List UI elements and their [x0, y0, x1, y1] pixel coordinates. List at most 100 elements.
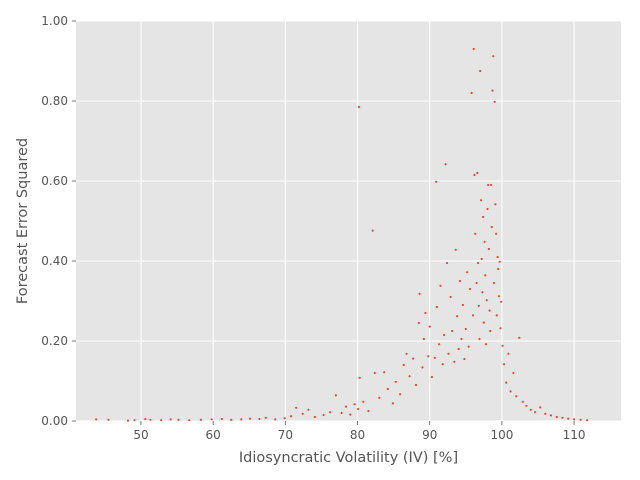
- data-point: [457, 347, 460, 351]
- data-point: [414, 383, 418, 387]
- data-point: [399, 393, 402, 396]
- x-tick-label: 70: [278, 428, 293, 442]
- data-point: [371, 229, 374, 232]
- x-axis-ticks: 50 60 70 80 90 100 110: [133, 421, 586, 442]
- data-point: [501, 344, 504, 347]
- data-point: [497, 295, 501, 298]
- data-point: [482, 215, 485, 219]
- data-point: [466, 271, 469, 274]
- data-point: [507, 352, 510, 355]
- data-point: [496, 255, 499, 259]
- data-point: [334, 394, 337, 397]
- data-point: [534, 411, 537, 414]
- data-point: [417, 321, 420, 325]
- data-point: [383, 371, 386, 374]
- y-tick-label: 0.00: [41, 414, 68, 428]
- data-point: [539, 406, 542, 409]
- data-point: [482, 321, 485, 324]
- x-tick-label: 50: [133, 428, 148, 442]
- data-point: [248, 417, 252, 420]
- data-point: [358, 376, 361, 379]
- data-point: [144, 417, 147, 421]
- data-point: [489, 329, 492, 333]
- data-point: [258, 417, 261, 421]
- data-point: [473, 173, 476, 177]
- data-point: [521, 400, 524, 403]
- data-points: [95, 47, 589, 422]
- data-point: [449, 295, 452, 299]
- y-axis-label: Forecast Error Squared: [15, 138, 31, 304]
- data-point: [283, 417, 286, 420]
- data-point: [495, 232, 498, 235]
- data-point: [515, 395, 518, 398]
- data-point: [301, 412, 304, 415]
- data-point: [586, 419, 589, 422]
- data-point: [492, 55, 495, 58]
- x-tick-label: 80: [350, 428, 365, 442]
- data-point: [472, 47, 475, 51]
- data-point: [435, 305, 438, 309]
- data-point: [428, 325, 431, 328]
- data-point: [394, 380, 397, 383]
- data-point: [95, 418, 98, 421]
- data-point: [230, 418, 233, 421]
- data-point: [274, 418, 277, 421]
- data-point: [444, 163, 447, 166]
- data-point: [421, 366, 424, 369]
- data-point: [484, 274, 487, 277]
- data-point: [561, 416, 564, 419]
- data-point: [322, 413, 325, 417]
- data-point: [499, 327, 502, 330]
- data-point: [199, 418, 202, 421]
- data-point: [467, 345, 470, 348]
- y-axis-ticks: 0.00 0.20 0.40 0.60 0.80 1.00: [41, 14, 76, 428]
- data-point: [353, 403, 356, 406]
- data-point: [169, 418, 172, 421]
- data-point: [488, 309, 491, 312]
- data-point: [295, 406, 298, 409]
- data-point: [525, 404, 528, 407]
- data-point: [471, 314, 475, 317]
- data-point: [357, 105, 361, 109]
- data-point: [478, 337, 481, 341]
- data-point: [470, 91, 473, 95]
- x-tick-label: 110: [563, 428, 586, 442]
- data-point: [386, 387, 389, 391]
- x-tick-label: 100: [490, 428, 513, 442]
- data-point: [313, 415, 316, 419]
- data-point: [490, 225, 493, 229]
- data-point: [220, 417, 223, 421]
- data-point: [210, 418, 213, 421]
- data-point: [492, 281, 496, 285]
- data-point: [498, 260, 501, 263]
- data-point: [495, 314, 498, 317]
- y-tick-label: 0.80: [41, 94, 68, 108]
- data-point: [483, 240, 486, 243]
- data-point: [435, 180, 438, 183]
- data-point: [484, 343, 488, 346]
- data-point: [391, 402, 394, 405]
- data-point: [479, 69, 482, 73]
- data-point: [503, 363, 506, 366]
- y-tick-label: 1.00: [41, 14, 68, 28]
- data-point: [490, 183, 493, 187]
- x-tick-label: 60: [206, 428, 221, 442]
- data-point: [573, 418, 576, 421]
- data-point: [579, 418, 582, 421]
- data-point: [402, 363, 405, 367]
- data-point: [133, 419, 136, 422]
- data-point: [439, 284, 442, 287]
- data-point: [373, 371, 376, 375]
- data-point: [476, 171, 479, 175]
- data-point: [464, 327, 467, 331]
- data-point: [438, 343, 441, 346]
- data-point: [480, 257, 483, 261]
- data-point: [460, 337, 463, 341]
- data-point: [487, 183, 490, 187]
- data-point: [454, 248, 457, 251]
- data-point: [518, 336, 521, 339]
- y-tick-label: 0.20: [41, 334, 68, 348]
- data-point: [474, 232, 477, 235]
- data-point: [418, 292, 421, 295]
